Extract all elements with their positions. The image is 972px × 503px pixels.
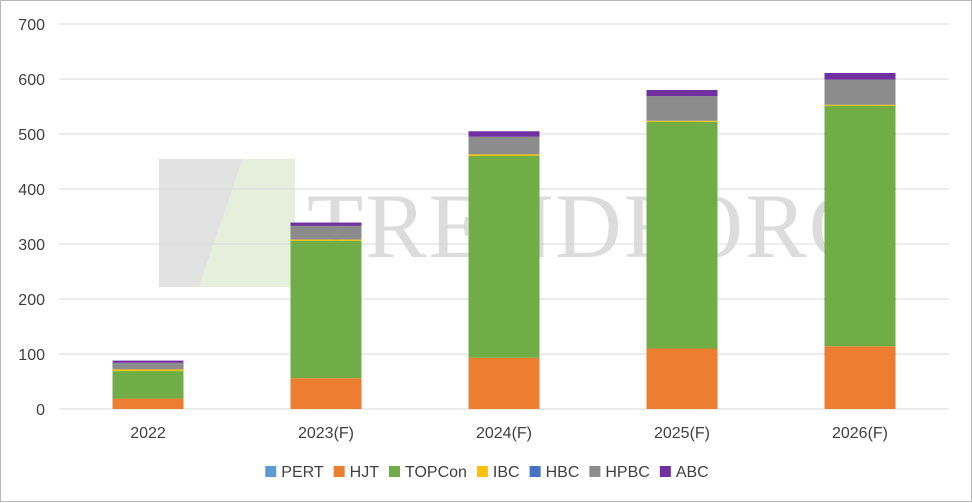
- legend-swatch-abc: [659, 466, 671, 477]
- x-tick-label: 2025(F): [654, 425, 710, 442]
- bar-segment-abc: [290, 222, 362, 226]
- bar-segment-ibc: [290, 239, 362, 241]
- bar-segment-hpbc: [646, 96, 718, 121]
- x-tick-label: 2024(F): [476, 425, 532, 442]
- bar-segment-hjt: [468, 357, 540, 409]
- watermark-logo-dark: [159, 159, 243, 287]
- legend-swatch-hpbc: [589, 466, 601, 477]
- bar-segment-hpbc: [824, 79, 896, 105]
- bar-segment-topcon: [290, 240, 362, 379]
- bar-segment-ibc: [646, 120, 718, 122]
- bar-segment-ibc: [468, 154, 540, 156]
- legend-swatch-hjt: [333, 466, 345, 477]
- bar-segment-hjt: [112, 398, 184, 409]
- y-tick-label: 300: [18, 237, 45, 254]
- bar-segment-hjt: [824, 346, 896, 409]
- x-tick-label: 2023(F): [298, 425, 354, 442]
- x-tick-label: 2022: [130, 425, 166, 442]
- legend-label-ibc: IBC: [493, 464, 520, 481]
- legend-swatch-hbc: [529, 466, 541, 477]
- y-tick-label: 600: [18, 72, 45, 89]
- bar-segment-abc: [824, 72, 896, 80]
- y-tick-label: 500: [18, 127, 45, 144]
- bar-segment-hjt: [646, 348, 718, 409]
- x-axis-ticks: 2022 2023(F) 2024(F) 2025(F) 2026(F): [130, 425, 888, 442]
- legend-label-abc: ABC: [676, 464, 709, 481]
- y-axis-ticks: 0 100 200 300 400 500 600 700: [18, 17, 45, 419]
- bar-segment-hpbc: [468, 136, 540, 155]
- legend-label-hbc: HBC: [546, 464, 580, 481]
- bar-segment-hpbc: [112, 362, 184, 370]
- bar-segment-hjt: [290, 378, 362, 409]
- bar-segment-ibc: [824, 104, 896, 106]
- bar-segment-abc: [468, 131, 540, 137]
- legend-label-pert: PERT: [281, 464, 324, 481]
- bars: [112, 72, 896, 409]
- legend-label-hpbc: HPBC: [605, 464, 649, 481]
- legend-swatch-pert: [265, 466, 277, 477]
- x-tick-label: 2026(F): [832, 425, 888, 442]
- watermark-text: TRENDFORC: [307, 175, 872, 277]
- y-tick-label: 0: [36, 402, 45, 419]
- trendforce-watermark: TRENDFORC: [159, 159, 872, 287]
- legend-label-topcon: TOPCon: [405, 464, 467, 481]
- bar-segment-hpbc: [290, 225, 362, 240]
- legend: PERT HJT TOPCon IBC HBC HPBC ABC: [265, 464, 709, 481]
- bar-segment-abc: [112, 360, 184, 363]
- bar-segment-ibc: [112, 369, 184, 372]
- watermark-logo-light: [199, 159, 295, 287]
- bar-segment-topcon: [112, 371, 184, 399]
- legend-label-hjt: HJT: [350, 464, 380, 481]
- y-tick-label: 700: [18, 17, 45, 34]
- y-tick-label: 100: [18, 347, 45, 364]
- y-tick-label: 400: [18, 182, 45, 199]
- bar-segment-abc: [646, 90, 718, 97]
- legend-swatch-ibc: [476, 466, 488, 477]
- bar-segment-topcon: [824, 105, 896, 347]
- bar-segment-topcon: [468, 156, 540, 358]
- legend-swatch-topcon: [388, 466, 400, 477]
- bar-segment-topcon: [646, 121, 718, 349]
- y-tick-label: 200: [18, 292, 45, 309]
